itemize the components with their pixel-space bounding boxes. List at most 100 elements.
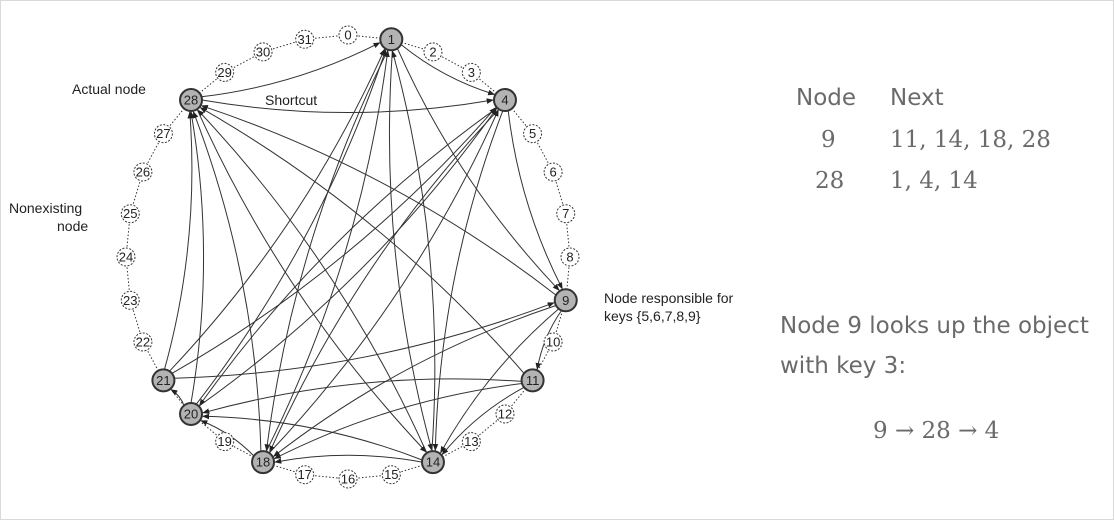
shortcut-arrow [199, 107, 525, 374]
node-id-label: 19 [217, 434, 231, 449]
shortcut-arrow [273, 383, 523, 460]
nonexisting-node-circle [215, 432, 235, 452]
nonexisting-node: 29 [215, 62, 235, 82]
node-id-label: 20 [184, 406, 198, 421]
nonexisting-node: 31 [295, 29, 315, 49]
shortcut-label: Shortcut [265, 92, 318, 108]
actual-node-label: Actual node [72, 81, 146, 97]
node-id-label: 17 [297, 467, 311, 482]
node-id-label: 11 [526, 373, 540, 388]
shortcut-arrow [198, 107, 497, 407]
responsible-node-label-line1: Node responsible for [604, 290, 734, 306]
nonexisting-node-circle [556, 204, 576, 224]
shortcut-arrow [201, 98, 494, 114]
node-id-label: 3 [468, 65, 475, 80]
nonexisting-node: 5 [523, 124, 543, 144]
nonexisting-node-circle [423, 42, 443, 62]
nonexisting-node-circle [543, 332, 563, 352]
actual-node-circle [553, 288, 578, 313]
node-id-label: 2 [429, 44, 436, 59]
shortcut-arrow [202, 378, 522, 414]
nonexisting-node: 25 [120, 204, 140, 224]
shortcut-arrow [189, 111, 205, 404]
actual-node: 28 [179, 88, 204, 113]
node-id-label: 1 [388, 32, 395, 47]
nonexisting-node: 8 [560, 247, 580, 267]
actual-node: 4 [492, 88, 517, 113]
shortcut-arrow [391, 50, 436, 452]
node-id-label: 15 [384, 467, 398, 482]
node-id-label: 21 [156, 373, 170, 388]
nonexisting-node-circle [120, 204, 140, 224]
actual-node: 1 [379, 27, 404, 52]
actual-node-circle [492, 88, 517, 113]
nonexisting-node: 10 [543, 332, 563, 352]
node-id-label: 27 [156, 126, 170, 141]
shortcut-arrow [269, 108, 500, 453]
shortcut-arrow [170, 389, 185, 406]
shortcut-arrow [273, 305, 557, 457]
nonexisting-node: 19 [215, 432, 235, 452]
nonexisting-node: 27 [153, 124, 173, 144]
node-id-label: 8 [566, 250, 573, 265]
nonexisting-node-circle [338, 25, 358, 45]
nonexisting-node: 26 [133, 162, 153, 182]
nonexisting-node-circle [153, 124, 173, 144]
actual-node: 21 [151, 368, 176, 393]
nonexisting-node: 17 [295, 465, 315, 485]
nonexisting-node: 0 [338, 25, 358, 45]
node-id-label: 24 [119, 250, 133, 265]
nonexisting-node: 13 [461, 432, 481, 452]
node-id-label: 23 [123, 293, 137, 308]
shortcut-arrow [441, 386, 525, 456]
shortcut-arrow [192, 111, 262, 452]
lookup-line-1: Node 9 looks up the object [780, 313, 1089, 339]
shortcut-arrow [200, 105, 557, 296]
finger-table-row-next: 11, 14, 18, 28 [890, 127, 1051, 153]
shortcut-arrow [164, 111, 194, 370]
nonexisting-node: 12 [495, 404, 515, 424]
finger-table-row-node: 9 [821, 127, 836, 153]
node-id-label: 5 [529, 126, 536, 141]
nonexisting-node: 16 [338, 469, 358, 489]
node-id-label: 10 [546, 334, 560, 349]
nonexisting-node-circle [461, 62, 481, 82]
shortcut-arrow [396, 48, 560, 291]
actual-node-circle [251, 450, 276, 475]
actual-node: 14 [420, 450, 445, 475]
nonexisting-node-circle [295, 29, 315, 49]
shortcut-arrow [195, 49, 387, 405]
node-id-label: 6 [549, 165, 556, 180]
nonexisting-node: 30 [253, 42, 273, 62]
shortcut-arrow [171, 107, 497, 374]
nonexisting-node-label-line1: Nonexisting [9, 200, 83, 216]
shortcut-arrow [202, 413, 423, 461]
nonexisting-node: 3 [461, 62, 481, 82]
lookup-path: 9 → 28 → 4 [873, 418, 1000, 444]
actual-node-circle [179, 88, 204, 113]
nonexisting-node-circle [523, 124, 543, 144]
nonexisting-node: 23 [120, 290, 140, 310]
node-id-label: 28 [184, 93, 198, 108]
actual-node-circle [179, 401, 204, 426]
shortcut-edges [164, 42, 563, 464]
nonexisting-node: 7 [556, 204, 576, 224]
node-id-label: 18 [256, 455, 270, 470]
lookup-description: Node 9 looks up the object with key 3: [780, 306, 1089, 386]
nonexisting-node: 6 [543, 162, 563, 182]
actual-node: 20 [179, 401, 204, 426]
nonexisting-node: 15 [381, 465, 401, 485]
shortcut-arrow [432, 110, 504, 451]
lookup-line-2: with key 3: [780, 353, 907, 379]
finger-table-row-next: 1, 4, 14 [890, 168, 978, 194]
node-id-label: 9 [562, 293, 569, 308]
shortcut-arrow [197, 109, 428, 454]
shortcut-arrow [196, 108, 427, 453]
node-id-label: 31 [297, 32, 311, 47]
node-id-label: 7 [562, 206, 569, 221]
nonexisting-node-circle [133, 332, 153, 352]
nonexisting-node-circle [120, 290, 140, 310]
shortcut-arrow [174, 302, 555, 379]
responsible-node-label-line2: keys {5,6,7,8,9} [604, 308, 701, 324]
